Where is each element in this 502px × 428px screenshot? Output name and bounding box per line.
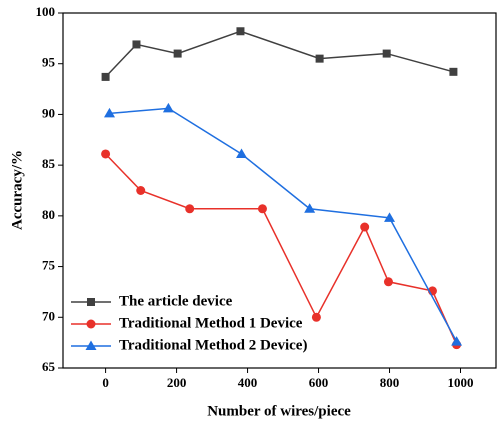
x-tick-label: 200 (167, 375, 187, 390)
y-axis-title: Accuracy/% (9, 150, 25, 230)
marker (162, 102, 174, 113)
marker (236, 148, 248, 158)
marker (304, 203, 316, 213)
y-tick-label: 65 (42, 359, 56, 374)
x-tick-label: 1000 (448, 375, 474, 390)
marker (384, 212, 396, 222)
y-tick-label: 80 (42, 207, 55, 222)
y-tick-label: 75 (42, 258, 56, 273)
x-tick-label: 800 (380, 375, 400, 390)
x-axis-title: Number of wires/piece (207, 403, 351, 419)
marker (451, 336, 463, 346)
y-tick-label: 90 (42, 105, 55, 120)
marker (185, 204, 195, 214)
marker (103, 107, 115, 118)
legend-marker (85, 340, 97, 350)
x-tick-label: 0 (102, 375, 109, 390)
legend-label: The article device (119, 293, 233, 309)
marker (257, 204, 267, 214)
series-line (105, 30, 454, 78)
marker (383, 277, 393, 287)
x-tick-label: 600 (309, 375, 329, 390)
marker (101, 149, 111, 159)
marker (173, 49, 182, 58)
marker (132, 40, 141, 49)
legend-marker (87, 298, 95, 306)
series-line (109, 107, 458, 342)
legend-marker (86, 319, 96, 329)
y-tick-label: 70 (42, 308, 55, 323)
legend-label: Traditional Method 2 Device) (119, 337, 307, 353)
y-tick-label: 95 (42, 55, 56, 70)
marker (311, 312, 321, 322)
marker (315, 54, 324, 63)
plot-frame (62, 12, 497, 369)
x-tick-label: 400 (238, 375, 258, 390)
marker (360, 222, 370, 232)
legend-label: Traditional Method 1 Device (119, 315, 303, 331)
marker (101, 72, 110, 81)
marker (136, 186, 146, 195)
marker (382, 49, 391, 58)
y-tick-label: 85 (42, 156, 56, 171)
y-tick-label: 100 (36, 4, 56, 19)
marker (236, 27, 245, 36)
marker (449, 67, 458, 76)
